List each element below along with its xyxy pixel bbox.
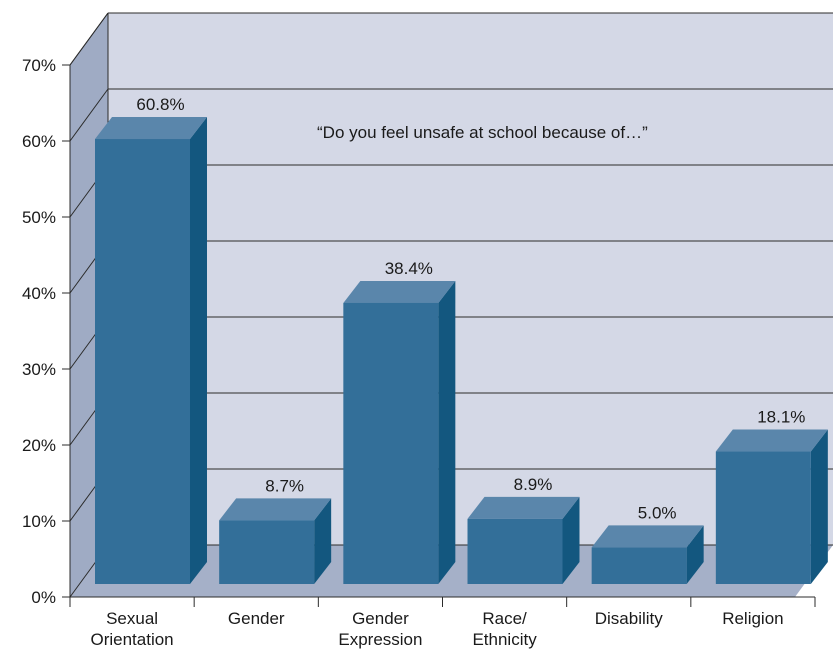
data-label: 60.8% [136,95,184,114]
bar-side [686,525,704,584]
x-tick-label: Religion [722,609,783,628]
bar-side [314,498,332,584]
axes: 0% 10% 20% 30% 40% 50% 60% 70% [22,12,816,607]
y-tick-label: 40% [22,284,56,303]
bar-side [438,280,456,584]
bar [343,302,439,584]
bar-side [562,496,580,584]
gridline-diagonal [69,88,109,142]
y-tick-label: 0% [31,588,56,607]
bar-top [219,498,332,521]
x-tick-label: Gender [352,609,409,628]
chart-annotation: “Do you feel unsafe at school because of… [317,123,648,142]
data-label: 18.1% [757,408,805,427]
bar [591,547,687,584]
x-tick-label: Race/ [482,609,527,628]
y-tick-label: 20% [22,436,56,455]
x-tick-label: Sexual [106,609,158,628]
x-tick-label: Disability [595,609,664,628]
bar-top [343,280,456,303]
bar-top [95,117,207,140]
y-tick-label: 30% [22,360,56,379]
x-tick-label: Ethnicity [472,630,537,649]
data-label: 38.4% [385,259,433,278]
y-tick-label: 10% [22,512,56,531]
labels: 60.8% Sexual Orientation 8.7% Gender 38.4% Gen… [90,95,805,649]
y-tick-label: 70% [22,56,56,75]
x-tick-label: Orientation [90,630,173,649]
data-label: 8.7% [265,476,304,495]
y-tick-label: 50% [22,208,56,227]
x-tick-label: Gender [228,609,285,628]
y-tick-label: 60% [22,132,56,151]
bar-side [190,117,207,584]
bar-top [591,525,704,548]
bar [95,139,190,584]
bar-top [715,429,828,452]
top-edge [69,12,109,66]
data-label: 8.9% [514,475,553,494]
bar [219,520,315,584]
bars [95,117,828,584]
data-label: 5.0% [638,503,677,522]
bar [467,518,563,584]
bar-top [467,496,580,519]
bar [715,451,811,584]
back-wall [108,13,833,545]
x-tick-label: Expression [338,630,422,649]
bar-side [810,429,828,584]
